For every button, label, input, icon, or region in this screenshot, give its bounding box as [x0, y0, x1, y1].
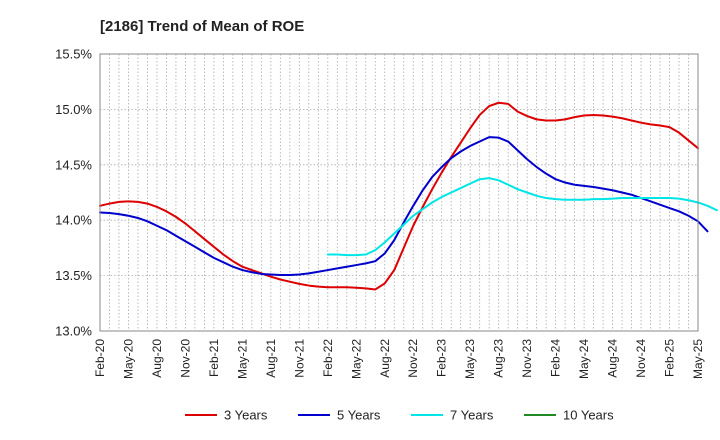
- y-axis-ticks: 13.0% 13.5% 14.0% 14.5% 15.0% 15.5%: [55, 47, 92, 339]
- x-tick-label: May-20: [121, 339, 135, 379]
- series-lines: [99, 101, 718, 291]
- legend-label: 5 Years: [337, 408, 381, 423]
- x-tick-label: Nov-22: [406, 339, 420, 378]
- x-tick-label: May-22: [349, 339, 363, 379]
- legend-label: 3 Years: [224, 408, 268, 423]
- x-tick-label: Aug-21: [264, 339, 278, 378]
- plot-frame: [99, 53, 699, 332]
- x-tick-label: May-24: [577, 339, 591, 379]
- series-line-3-years: [99, 101, 699, 291]
- y-tick-label: 14.5%: [55, 157, 92, 172]
- x-tick-label: Nov-21: [292, 339, 306, 378]
- legend-label: 7 Years: [450, 408, 494, 423]
- x-tick-label: Feb-25: [663, 339, 677, 377]
- x-tick-label: Feb-21: [207, 339, 221, 377]
- grid: [100, 54, 698, 331]
- series-line-7-years: [326, 177, 718, 257]
- x-tick-label: Aug-22: [378, 339, 392, 378]
- y-tick-label: 13.0%: [55, 324, 92, 339]
- x-tick-label: Nov-23: [520, 339, 534, 378]
- x-tick-label: Nov-20: [178, 339, 192, 378]
- y-tick-label: 15.5%: [55, 47, 92, 62]
- x-tick-label: May-23: [463, 339, 477, 379]
- x-tick-label: May-25: [691, 339, 705, 379]
- x-tick-label: Nov-24: [634, 339, 648, 378]
- y-tick-label: 13.5%: [55, 268, 92, 283]
- series-line-5-years: [99, 136, 709, 277]
- y-tick-label: 15.0%: [55, 102, 92, 117]
- chart-title: [2186] Trend of Mean of ROE: [100, 18, 304, 35]
- legend-label: 10 Years: [563, 408, 614, 423]
- x-tick-label: Aug-20: [150, 339, 164, 378]
- x-tick-label: Feb-23: [435, 339, 449, 377]
- x-axis-ticks: Feb-20 May-20 Aug-20 Nov-20 Feb-21 May-21 Aug-…: [93, 339, 705, 379]
- x-tick-label: Feb-20: [93, 339, 107, 377]
- legend: 3 Years 5 Years 7 Years 10 Years: [185, 408, 614, 423]
- x-tick-label: May-21: [235, 339, 249, 379]
- x-tick-label: Feb-22: [321, 339, 335, 377]
- x-tick-label: Aug-23: [492, 339, 506, 378]
- x-tick-label: Aug-24: [606, 339, 620, 378]
- y-tick-label: 14.0%: [55, 213, 92, 228]
- x-tick-label: Feb-24: [549, 339, 563, 377]
